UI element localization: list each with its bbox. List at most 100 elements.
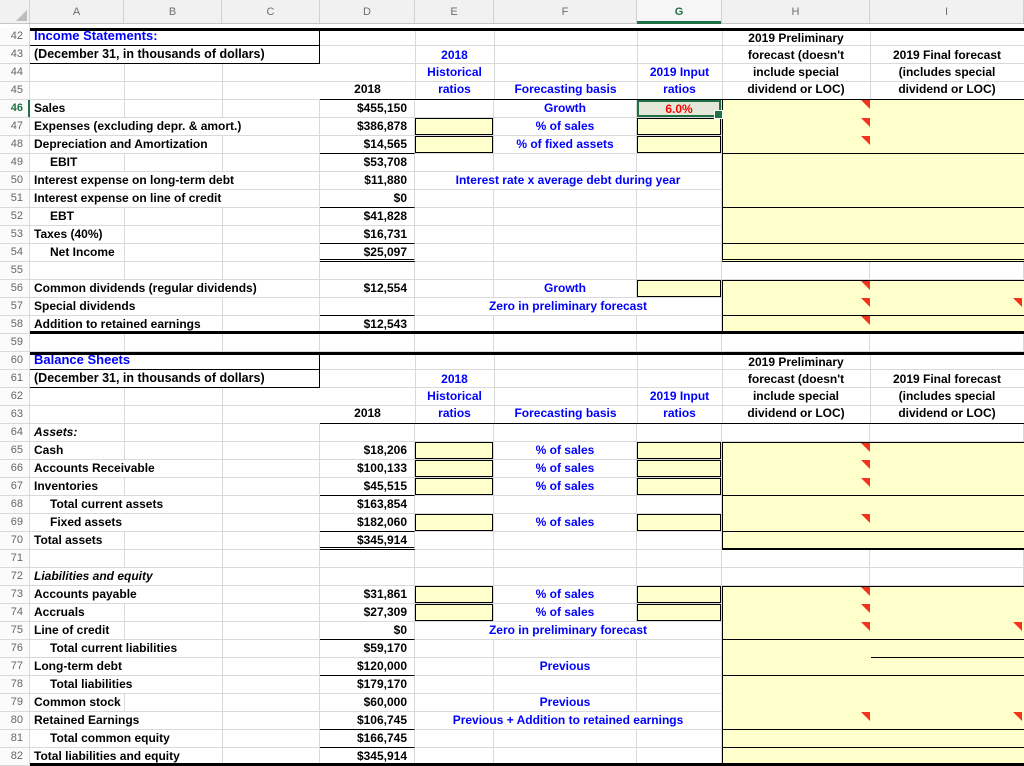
cell-H57-I57[interactable]	[722, 298, 1024, 316]
cell-H70-I70[interactable]	[722, 532, 1024, 550]
row-header-52[interactable]: 52	[0, 208, 30, 226]
cell-D46[interactable]: $455,150	[320, 100, 415, 118]
row-header-73[interactable]: 73	[0, 586, 30, 604]
column-header-A[interactable]: A	[30, 0, 124, 23]
row-header-50[interactable]: 50	[0, 172, 30, 190]
cell-D76[interactable]: $59,170	[320, 640, 415, 658]
cell-H58-I58[interactable]	[722, 316, 1024, 334]
cell-A79[interactable]: Common stock	[30, 694, 320, 712]
row-header-68[interactable]: 68	[0, 496, 30, 514]
cell-H47-I47[interactable]	[722, 118, 1024, 136]
cell-E77[interactable]	[415, 658, 494, 676]
cell-E64[interactable]	[415, 424, 494, 442]
cell-F66[interactable]: % of sales	[494, 460, 637, 478]
section-subtitle[interactable]: (December 31, in thousands of dollars)	[30, 46, 320, 64]
cell-F52[interactable]	[494, 208, 637, 226]
cell-A65[interactable]: Cash	[30, 442, 320, 460]
historical-ratio-input-cell[interactable]	[415, 136, 493, 153]
cell-E69[interactable]	[415, 514, 494, 532]
cell-G71[interactable]	[637, 550, 722, 568]
cell-G59[interactable]	[637, 334, 722, 352]
cell-A55[interactable]	[30, 262, 320, 280]
cell-E52[interactable]	[415, 208, 494, 226]
cell-I72[interactable]	[870, 568, 1024, 586]
historical-ratio-input-cell[interactable]	[415, 514, 493, 531]
row-header-56[interactable]: 56	[0, 280, 30, 298]
row-header-63[interactable]: 63	[0, 406, 30, 424]
cell-F59[interactable]	[494, 334, 637, 352]
cell-D51[interactable]: $0	[320, 190, 415, 208]
historical-ratio-input-cell[interactable]	[415, 460, 493, 477]
cell-H53-I53[interactable]	[722, 226, 1024, 244]
column-header-E[interactable]: E	[415, 0, 494, 23]
cell-H66-I66[interactable]	[722, 460, 1024, 478]
fill-handle[interactable]	[714, 110, 723, 119]
cell-F81[interactable]	[494, 730, 637, 748]
column-header-B[interactable]: B	[124, 0, 222, 23]
row-header-45[interactable]: 45	[0, 82, 30, 100]
cell-F55[interactable]	[494, 262, 637, 280]
cell-G76[interactable]	[637, 640, 722, 658]
cell-A81[interactable]: Total common equity	[30, 730, 320, 748]
row-header-51[interactable]: 51	[0, 190, 30, 208]
row-header-59[interactable]: 59	[0, 334, 30, 352]
cell-E70[interactable]	[415, 532, 494, 550]
row-header-46[interactable]: 46	[0, 100, 30, 118]
cell-H71[interactable]	[722, 550, 870, 568]
section-subtitle[interactable]: (December 31, in thousands of dollars)	[30, 370, 320, 388]
cell-G66[interactable]	[637, 460, 722, 478]
row-header-77[interactable]: 77	[0, 658, 30, 676]
cell-E55[interactable]	[415, 262, 494, 280]
cell-F72[interactable]	[494, 568, 637, 586]
cell-H75-I75[interactable]	[722, 622, 1024, 640]
row-header-43[interactable]: 43	[0, 46, 30, 64]
cell-A76[interactable]: Total current liabilities	[30, 640, 320, 658]
cell-H56-I56[interactable]	[722, 280, 1024, 298]
cell-F53[interactable]	[494, 226, 637, 244]
cell-G54[interactable]	[637, 244, 722, 262]
cell-F70[interactable]	[494, 532, 637, 550]
cell-A52[interactable]: EBT	[30, 208, 320, 226]
cell-F64[interactable]	[494, 424, 637, 442]
cell-E59[interactable]	[415, 334, 494, 352]
cell-E71[interactable]	[415, 550, 494, 568]
cell-E66[interactable]	[415, 460, 494, 478]
cell-H81-I81[interactable]	[722, 730, 1024, 748]
cell-F71[interactable]	[494, 550, 637, 568]
cell-D72[interactable]	[320, 568, 415, 586]
row-header-54[interactable]: 54	[0, 244, 30, 262]
cell-A69[interactable]: Fixed assets	[30, 514, 320, 532]
row-header-71[interactable]: 71	[0, 550, 30, 568]
cell-F56[interactable]: Growth	[494, 280, 637, 298]
cell-G70[interactable]	[637, 532, 722, 550]
row-header-47[interactable]: 47	[0, 118, 30, 136]
input-ratio-cell[interactable]	[637, 118, 721, 135]
cell-D74[interactable]: $27,309	[320, 604, 415, 622]
cell-F74[interactable]: % of sales	[494, 604, 637, 622]
cell-H46-I46[interactable]	[722, 100, 1024, 118]
row-header-78[interactable]: 78	[0, 676, 30, 694]
cell-D47[interactable]: $386,878	[320, 118, 415, 136]
cell-G46[interactable]: 6.0%	[637, 100, 723, 119]
cell-D67[interactable]: $45,515	[320, 478, 415, 496]
cell-H50-I50[interactable]	[722, 172, 1024, 190]
cell-E56[interactable]	[415, 280, 494, 298]
cell-E48[interactable]	[415, 136, 494, 154]
cell-A51[interactable]: Interest expense on line of credit	[30, 190, 320, 208]
cell-G56[interactable]	[637, 280, 722, 298]
column-header-D[interactable]: D	[320, 0, 415, 23]
row-header-74[interactable]: 74	[0, 604, 30, 622]
cell-A77[interactable]: Long-term debt	[30, 658, 320, 676]
cell-H54-I54[interactable]	[722, 244, 1024, 262]
cell-G53[interactable]	[637, 226, 722, 244]
cell-D55[interactable]	[320, 262, 415, 280]
cell-G74[interactable]	[637, 604, 722, 622]
cell-A54[interactable]: Net Income	[30, 244, 320, 262]
cell-H55[interactable]	[722, 262, 870, 280]
column-header-C[interactable]: C	[222, 0, 320, 23]
row-header-66[interactable]: 66	[0, 460, 30, 478]
section-title[interactable]: Income Statements:	[30, 28, 320, 46]
cell-D80[interactable]: $106,745	[320, 712, 415, 730]
cell-F51[interactable]	[494, 190, 637, 208]
input-ratio-cell[interactable]	[637, 604, 721, 621]
